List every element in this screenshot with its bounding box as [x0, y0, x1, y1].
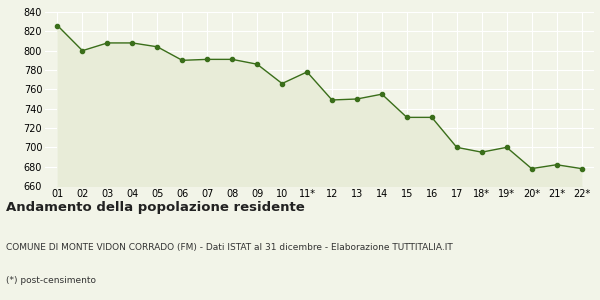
Text: COMUNE DI MONTE VIDON CORRADO (FM) - Dati ISTAT al 31 dicembre - Elaborazione TU: COMUNE DI MONTE VIDON CORRADO (FM) - Dat… [6, 243, 453, 252]
Text: Andamento della popolazione residente: Andamento della popolazione residente [6, 201, 305, 214]
Text: (*) post-censimento: (*) post-censimento [6, 276, 96, 285]
